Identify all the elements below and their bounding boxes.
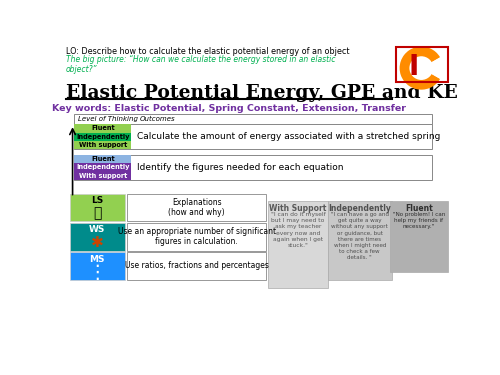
Text: Outcomes: Outcomes: [140, 116, 175, 122]
Text: Use an appropriate number of significant
figures in calculation.: Use an appropriate number of significant…: [118, 227, 276, 246]
Bar: [70, 252, 124, 280]
Bar: [390, 201, 448, 272]
Bar: [74, 171, 132, 180]
Text: Elastic Potential Energy, GPE and KE: Elastic Potential Energy, GPE and KE: [66, 84, 458, 102]
Bar: [127, 194, 266, 221]
Circle shape: [410, 56, 434, 80]
Bar: [268, 201, 328, 288]
Bar: [74, 141, 132, 149]
Text: With Support: With Support: [270, 204, 327, 213]
Bar: [396, 47, 448, 82]
Bar: [74, 114, 432, 124]
Text: 📖: 📖: [93, 207, 102, 220]
Bar: [74, 124, 132, 132]
Text: MS: MS: [90, 255, 105, 264]
Text: Independently: Independently: [76, 134, 130, 140]
Text: Fluent: Fluent: [91, 125, 114, 131]
Text: ✱: ✱: [91, 236, 104, 250]
Bar: [127, 223, 266, 251]
Bar: [70, 223, 124, 251]
Bar: [127, 252, 266, 280]
Text: Calculate the amount of energy associated with a stretched spring: Calculate the amount of energy associate…: [137, 132, 440, 141]
Text: I: I: [408, 53, 418, 81]
Bar: [74, 124, 432, 149]
Wedge shape: [400, 46, 440, 90]
Bar: [70, 194, 124, 221]
Text: Identify the figures needed for each equation: Identify the figures needed for each equ…: [137, 163, 344, 172]
Text: With support: With support: [78, 142, 127, 148]
Bar: [74, 155, 132, 164]
Text: "No problem! I can
help my friends if
necessary.": "No problem! I can help my friends if ne…: [393, 212, 445, 230]
Text: LS: LS: [91, 196, 104, 205]
Text: LO: Describe how to calculate the elastic potential energy of an object: LO: Describe how to calculate the elasti…: [66, 46, 349, 56]
Text: Explanations
(how and why): Explanations (how and why): [168, 198, 225, 217]
Text: Level of Thinking: Level of Thinking: [78, 116, 138, 122]
Text: Independently: Independently: [76, 164, 130, 170]
Text: ⋮: ⋮: [88, 262, 107, 282]
Text: The big picture: “How can we calculate the energy stored in an elastic
object?”: The big picture: “How can we calculate t…: [66, 55, 335, 74]
Bar: [328, 201, 392, 280]
Text: Fluent: Fluent: [91, 156, 114, 162]
Bar: [74, 132, 132, 141]
Text: "I can do it myself
but I may need to
ask my teacher
every now and
again when I : "I can do it myself but I may need to as…: [270, 212, 326, 248]
Text: Use ratios, fractions and percentages: Use ratios, fractions and percentages: [124, 261, 268, 270]
Text: Independently: Independently: [328, 204, 391, 213]
Bar: [74, 164, 132, 171]
Text: WS: WS: [89, 225, 106, 234]
Text: With support: With support: [78, 172, 127, 178]
Wedge shape: [422, 57, 444, 80]
Bar: [74, 155, 432, 180]
Text: "I can have a go and
get quite a way
without any support
or guidance, but
there : "I can have a go and get quite a way wit…: [330, 212, 388, 261]
Text: Fluent: Fluent: [405, 204, 433, 213]
Text: Key words: Elastic Potential, Spring Constant, Extension, Transfer: Key words: Elastic Potential, Spring Con…: [52, 104, 406, 112]
